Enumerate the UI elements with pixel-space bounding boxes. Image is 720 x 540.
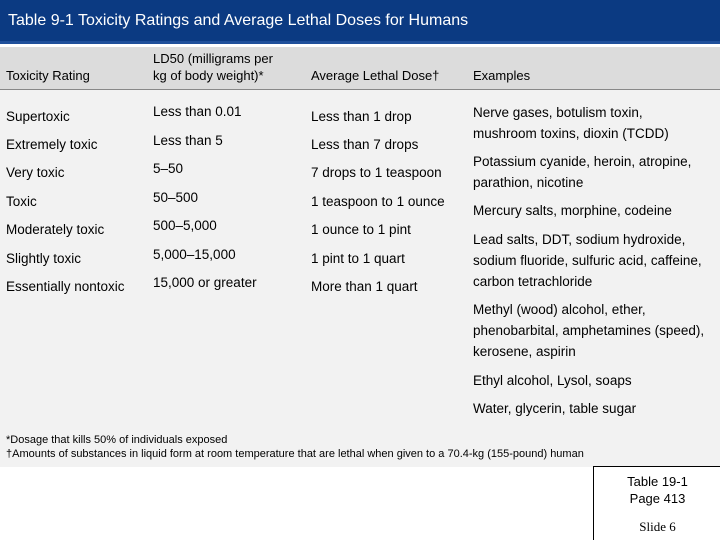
ld50-very-toxic: 5–50 [153, 161, 184, 176]
ld50-supertoxic: Less than 0.01 [153, 104, 242, 119]
header-average-lethal-dose: Average Lethal Dose† [311, 68, 440, 83]
footnote-dose: †Amounts of substances in liquid form at… [6, 448, 584, 460]
table-background [0, 47, 720, 467]
examples-supertoxic: Nerve gases, botulism toxin, mushroom to… [473, 102, 718, 144]
reference-box: Table 19-1 Page 413 Slide 6 [593, 466, 720, 540]
reference-table: Table 19-1 [627, 474, 688, 489]
slide-number: Slide 6 [639, 519, 676, 534]
examples-very-toxic: Mercury salts, morphine, codeine [473, 200, 718, 221]
rating-extremely-toxic: Extremely toxic [6, 137, 98, 152]
rating-slightly-toxic: Slightly toxic [6, 251, 82, 266]
title-bar: Table 9-1 Toxicity Ratings and Average L… [0, 0, 720, 44]
example-line: kerosene, aspirin [473, 344, 576, 359]
example-line: carbon tetrachloride [473, 274, 593, 289]
examples-essentially-nontoxic: Water, glycerin, table sugar [473, 398, 718, 419]
rating-supertoxic: Supertoxic [6, 109, 70, 124]
reference-label: Table 19-1 Page 413 [594, 473, 720, 507]
rating-very-toxic: Very toxic [6, 165, 65, 180]
header-ld50-line2: kg of body weight)* [153, 68, 264, 83]
header-ld50-line1: LD50 (milligrams per [153, 51, 273, 66]
example-line: phenobarbital, amphetamines (speed), [473, 323, 705, 338]
dose-very-toxic: 7 drops to 1 teaspoon [311, 165, 442, 180]
dose-extremely-toxic: Less than 7 drops [311, 137, 419, 152]
example-line: Methyl (wood) alcohol, ether, [473, 302, 646, 317]
example-line: Ethyl alcohol, Lysol, soaps [473, 373, 632, 388]
example-line: Potassium cyanide, heroin, atropine, [473, 154, 692, 169]
ld50-slightly-toxic: 5,000–15,000 [153, 247, 236, 262]
reference-page: Page 413 [629, 491, 686, 506]
header-toxicity-rating: Toxicity Rating [6, 68, 90, 83]
dose-essentially-nontoxic: More than 1 quart [311, 279, 418, 294]
examples-moderately-toxic: Methyl (wood) alcohol, ether, phenobarbi… [473, 299, 718, 362]
example-line: sodium fluoride, sulfuric acid, caffeine… [473, 253, 702, 268]
example-line: Water, glycerin, table sugar [473, 401, 637, 416]
examples-extremely-toxic: Potassium cyanide, heroin, atropine, par… [473, 151, 718, 193]
dose-moderately-toxic: 1 ounce to 1 pint [311, 222, 411, 237]
dose-supertoxic: Less than 1 drop [311, 109, 412, 124]
ld50-toxic: 50–500 [153, 190, 199, 205]
rating-essentially-nontoxic: Essentially nontoxic [6, 279, 125, 294]
example-line: Lead salts, DDT, sodium hydroxide, [473, 232, 686, 247]
rating-moderately-toxic: Moderately toxic [6, 222, 105, 237]
example-line: mushroom toxins, dioxin (TCDD) [473, 126, 669, 141]
footnote-ld50: *Dosage that kills 50% of individuals ex… [6, 434, 228, 446]
table-title: Table 9-1 Toxicity Ratings and Average L… [8, 12, 469, 29]
table-header-row: Toxicity Rating LD50 (milligrams per kg … [0, 47, 720, 90]
ld50-essentially-nontoxic: 15,000 or greater [153, 275, 257, 290]
header-examples: Examples [473, 68, 531, 83]
examples-slightly-toxic: Ethyl alcohol, Lysol, soaps [473, 370, 718, 391]
ld50-moderately-toxic: 500–5,000 [153, 218, 217, 233]
examples-toxic: Lead salts, DDT, sodium hydroxide, sodiu… [473, 229, 718, 292]
example-line: Nerve gases, botulism toxin, [473, 105, 643, 120]
rating-toxic: Toxic [6, 194, 37, 209]
dose-toxic: 1 teaspoon to 1 ounce [311, 194, 445, 209]
ld50-extremely-toxic: Less than 5 [153, 133, 223, 148]
example-line: Mercury salts, morphine, codeine [473, 203, 672, 218]
dose-slightly-toxic: 1 pint to 1 quart [311, 251, 405, 266]
example-line: parathion, nicotine [473, 175, 584, 190]
